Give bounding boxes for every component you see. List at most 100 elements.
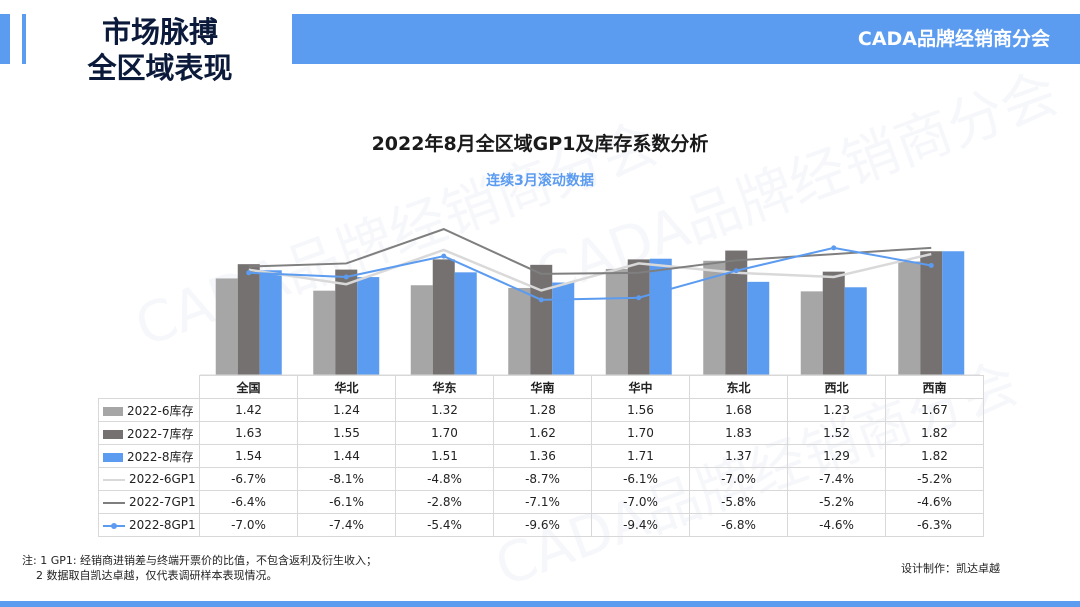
legend-label: 2022-6GP1 xyxy=(129,472,196,486)
data-label: 1.52 xyxy=(787,421,886,445)
header-accent-stripe xyxy=(22,14,26,64)
category-label: 华东 xyxy=(395,375,494,399)
bar-2022-8库存-华北 xyxy=(357,277,380,375)
data-label: -5.2% xyxy=(787,490,886,514)
bar-2022-7库存-华中 xyxy=(627,259,650,375)
legend-label: 2022-7GP1 xyxy=(129,495,196,509)
data-label: 1.67 xyxy=(885,398,984,422)
design-credit: 设计制作：凯达卓越 xyxy=(901,562,1000,575)
line-2022-7GP1 xyxy=(248,228,932,275)
chart-title: 2022年8月全区域GP1及库存系数分析 xyxy=(371,133,709,155)
data-label: 1.83 xyxy=(689,421,788,445)
data-label: -5.4% xyxy=(395,513,494,537)
data-label: -7.4% xyxy=(787,467,886,491)
data-label: 1.70 xyxy=(395,421,494,445)
header-banner: CADA品牌经销商分会 xyxy=(292,14,1080,64)
data-label: -7.0% xyxy=(199,513,298,537)
data-label: -4.6% xyxy=(885,490,984,514)
legend-swatch xyxy=(103,522,125,529)
data-label: 1.56 xyxy=(591,398,690,422)
legend-entry: 2022-7库存 xyxy=(98,421,200,445)
data-label: -6.7% xyxy=(199,467,298,491)
bar-2022-7库存-全国 xyxy=(237,264,260,375)
data-label: 1.29 xyxy=(787,444,886,468)
legend-label: 2022-8库存 xyxy=(127,449,194,464)
point-2022-8GP1-华南 xyxy=(538,297,544,303)
legend-swatch xyxy=(103,501,125,504)
bar-2022-6库存-东北 xyxy=(703,260,726,375)
data-label: -7.1% xyxy=(493,490,592,514)
footnote-line2: 2 数据取自凯达卓越，仅代表调研样本表现情况。 xyxy=(36,569,278,582)
category-label: 华北 xyxy=(297,375,396,399)
data-label: -6.1% xyxy=(591,467,690,491)
bar-2022-6库存-华中 xyxy=(605,268,628,375)
data-label: -6.8% xyxy=(689,513,788,537)
bar-2022-8库存-西南 xyxy=(942,251,965,375)
bar-2022-6库存-华南 xyxy=(508,287,531,375)
legend-label: 2022-8GP1 xyxy=(129,518,196,532)
data-label: 1.24 xyxy=(297,398,396,422)
bar-2022-6库存-华北 xyxy=(313,290,336,375)
bar-2022-8库存-华南 xyxy=(552,282,575,375)
data-label: 1.70 xyxy=(591,421,690,445)
point-2022-8GP1-东北 xyxy=(733,268,739,274)
legend-marker xyxy=(111,522,117,529)
table-row: 2022-6库存 1.42 1.24 1.32 1.28 1.56 1.68 1.23 1.67 xyxy=(98,398,984,422)
data-label: 1.36 xyxy=(493,444,592,468)
table-corner xyxy=(98,375,200,399)
data-label: -9.6% xyxy=(493,513,592,537)
data-label: -7.0% xyxy=(591,490,690,514)
data-label: 1.37 xyxy=(689,444,788,468)
point-2022-8GP1-西北 xyxy=(831,245,837,251)
bar-2022-7库存-华南 xyxy=(530,264,553,375)
data-label: -6.4% xyxy=(199,490,298,514)
table-row: 2022-6GP1 -6.7% -8.1% -4.8% -8.7% -6.1% -7.0% -… xyxy=(98,467,984,491)
data-label: 1.54 xyxy=(199,444,298,468)
line-2022-6GP1 xyxy=(248,248,932,292)
section-title-line1: 市场脉搏 xyxy=(101,15,218,49)
bar-2022-7库存-东北 xyxy=(725,250,748,375)
bar-2022-6库存-西北 xyxy=(800,291,823,375)
data-label: 1.82 xyxy=(885,421,984,445)
point-2022-8GP1-华北 xyxy=(343,274,349,280)
bar-2022-8库存-全国 xyxy=(259,270,282,375)
data-label: 1.82 xyxy=(885,444,984,468)
data-label: 1.42 xyxy=(199,398,298,422)
bar-2022-7库存-华东 xyxy=(432,259,455,375)
category-label: 华中 xyxy=(591,375,690,399)
bar-2022-7库存-西北 xyxy=(822,271,845,375)
legend-entry: 2022-6GP1 xyxy=(98,467,200,491)
data-label: -8.1% xyxy=(297,467,396,491)
data-label: 1.28 xyxy=(493,398,592,422)
header-accent-bar xyxy=(0,14,10,64)
data-label: 1.51 xyxy=(395,444,494,468)
table-row: 2022-7库存 1.63 1.55 1.70 1.62 1.70 1.83 1.52 1.82 xyxy=(98,421,984,445)
category-label: 西南 xyxy=(885,375,984,399)
category-label: 全国 xyxy=(199,375,298,399)
data-label: -2.8% xyxy=(395,490,494,514)
data-label: -6.3% xyxy=(885,513,984,537)
data-label: 1.63 xyxy=(199,421,298,445)
legend-swatch xyxy=(103,452,123,462)
data-label: -9.4% xyxy=(591,513,690,537)
data-table: 全国 华北 华东 华南 华中 东北 西北 西南 2022-6库存 1.42 1.24 1.32 1.2… xyxy=(98,375,984,537)
data-label: -5.2% xyxy=(885,467,984,491)
data-label: 1.62 xyxy=(493,421,592,445)
point-2022-8GP1-全国 xyxy=(246,270,252,276)
point-2022-8GP1-华中 xyxy=(636,295,642,301)
data-label: 1.71 xyxy=(591,444,690,468)
legend-swatch xyxy=(103,406,123,416)
data-label: -8.7% xyxy=(493,467,592,491)
legend-entry: 2022-6库存 xyxy=(98,398,200,422)
footnote-line1: 注: 1 GP1: 经销商进销差与终端开票价的比值，不包含返利及衍生收入； xyxy=(22,554,378,567)
footnote: 注: 1 GP1: 经销商进销差与终端开票价的比值，不包含返利及衍生收入； 2 … xyxy=(22,553,377,583)
table-row: 2022-7GP1 -6.4% -6.1% -2.8% -7.1% -7.0% -5.8% -… xyxy=(98,490,984,514)
bar-2022-8库存-东北 xyxy=(747,281,770,375)
bottom-accent-bar xyxy=(0,601,1080,607)
legend-entry: 2022-8库存 xyxy=(98,444,200,468)
data-label: -4.6% xyxy=(787,513,886,537)
section-title-line2: 全区域表现 xyxy=(87,51,233,85)
category-label: 华南 xyxy=(493,375,592,399)
table-row: 2022-8库存 1.54 1.44 1.51 1.36 1.71 1.37 1.29 1.82 xyxy=(98,444,984,468)
